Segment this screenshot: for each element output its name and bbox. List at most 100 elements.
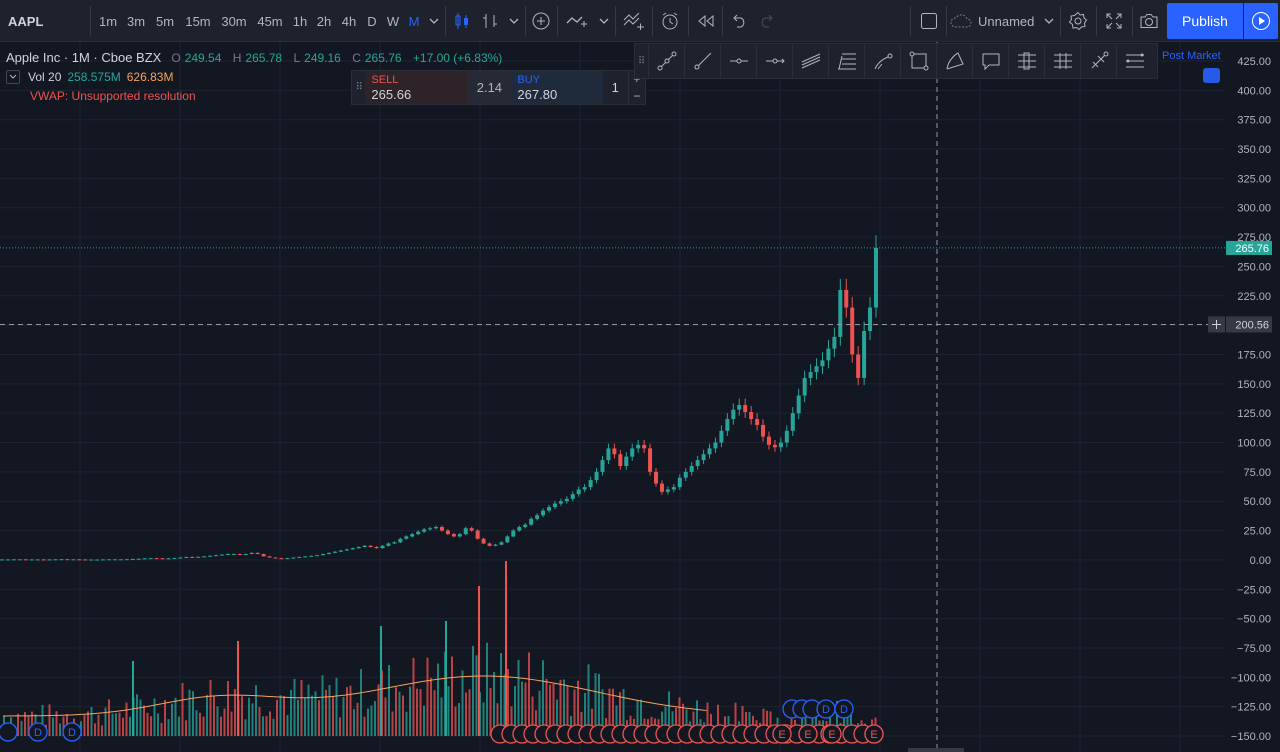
layout-name[interactable]: Unnamed xyxy=(950,0,1060,42)
camera-icon[interactable] xyxy=(1134,0,1164,42)
volume-bar xyxy=(234,689,236,736)
volume-bar xyxy=(150,716,152,736)
interval-5m[interactable]: 5m xyxy=(155,13,175,29)
chevron-down-icon[interactable] xyxy=(506,0,522,42)
add-icon[interactable] xyxy=(529,0,553,42)
publish-button[interactable]: Publish xyxy=(1167,3,1243,39)
lines-icon[interactable] xyxy=(1116,44,1152,78)
volume-bar xyxy=(356,702,359,736)
volume-bar xyxy=(48,704,51,736)
candle-body xyxy=(225,554,230,556)
candle-body xyxy=(321,554,326,556)
drag-handle-icon[interactable]: ⠿ xyxy=(355,82,363,93)
play-icon[interactable] xyxy=(1244,3,1278,39)
candle-body xyxy=(523,524,528,528)
interval-2h[interactable]: 2h xyxy=(316,13,332,29)
volume-bar xyxy=(601,689,604,736)
volume-bar xyxy=(157,713,159,736)
price-tick-label: −100.00 xyxy=(1231,672,1271,684)
collapse-icon[interactable] xyxy=(6,69,20,84)
ray-icon[interactable] xyxy=(684,44,720,78)
interval-w[interactable]: W xyxy=(386,13,400,29)
candle-body xyxy=(755,419,760,425)
parallel-channel-icon[interactable] xyxy=(792,44,828,78)
session-icon[interactable] xyxy=(1203,68,1220,83)
horizontal-line-icon[interactable] xyxy=(720,44,756,78)
volume-bar xyxy=(213,696,215,736)
volume-bar xyxy=(216,706,219,736)
volume-bar xyxy=(542,660,544,736)
interval-45m[interactable]: 45m xyxy=(257,13,283,29)
interval-m[interactable]: M xyxy=(408,13,420,29)
alert-icon[interactable] xyxy=(655,0,685,42)
replay-icon[interactable] xyxy=(691,0,721,42)
volume-bar xyxy=(237,641,239,736)
decrease-button[interactable]: − xyxy=(633,88,641,103)
candle-body xyxy=(790,413,795,431)
volume-bar xyxy=(640,699,642,736)
volume-bar xyxy=(430,677,432,736)
path-icon[interactable] xyxy=(936,44,972,78)
candle-body xyxy=(784,430,789,443)
interval-30m[interactable]: 30m xyxy=(221,13,247,29)
rectangle-icon[interactable] xyxy=(900,44,936,78)
vwap-status[interactable]: VWAP: Unsupported resolution xyxy=(30,88,196,103)
interval-d[interactable]: D xyxy=(367,13,377,29)
candle-body xyxy=(695,460,700,466)
chevron-down-icon[interactable] xyxy=(426,0,442,42)
volume-bar xyxy=(391,711,394,736)
candle-body xyxy=(689,466,694,472)
price-chart[interactable]: D D E E E ED D 425.00400.00375.00350.00325.003… xyxy=(0,42,1280,752)
volume-label[interactable]: Vol 20 xyxy=(28,69,62,84)
fork-icon[interactable] xyxy=(1008,44,1044,78)
volume-bar xyxy=(850,707,852,736)
candles-icon[interactable] xyxy=(450,0,474,42)
callout-icon[interactable] xyxy=(972,44,1008,78)
drag-handle-icon[interactable]: ⠿ xyxy=(637,55,646,67)
candle-body xyxy=(535,515,540,519)
symbol-search[interactable]: AAPL xyxy=(8,13,44,29)
bar-style-icon[interactable] xyxy=(479,0,501,42)
volume-bar xyxy=(801,710,803,736)
trend-line-icon[interactable] xyxy=(648,44,684,78)
volume-bar xyxy=(370,705,373,736)
horizontal-ray-icon[interactable] xyxy=(756,44,792,78)
candle-body xyxy=(0,559,4,561)
volume-bar xyxy=(325,689,327,736)
pitchfork-icon[interactable] xyxy=(1044,44,1080,78)
brush-icon[interactable] xyxy=(864,44,900,78)
sell-button[interactable]: SELL 265.66 xyxy=(365,71,468,104)
candle-body xyxy=(101,559,106,561)
interval-15m[interactable]: 15m xyxy=(185,13,211,29)
volume-bar xyxy=(622,688,625,736)
buy-button[interactable]: BUY 267.80 xyxy=(511,71,603,104)
volume-bar xyxy=(146,712,149,736)
volume-bar xyxy=(171,703,173,736)
interval-1h[interactable]: 1h xyxy=(292,13,308,29)
chevron-down-icon[interactable] xyxy=(596,0,612,42)
undo-icon[interactable] xyxy=(726,0,752,42)
interval-4h[interactable]: 4h xyxy=(341,13,357,29)
measure-icon[interactable] xyxy=(1080,44,1116,78)
volume-bar xyxy=(762,708,765,736)
candle-body xyxy=(208,555,213,557)
quantity-input[interactable]: 1 xyxy=(611,80,619,95)
post-market-label: Post Market xyxy=(1162,50,1221,62)
volume-bar xyxy=(587,664,590,736)
legend-title[interactable]: Apple Inc · 1M · Cboe BZX xyxy=(6,50,162,65)
interval-3m[interactable]: 3m xyxy=(126,13,146,29)
fib-retracement-icon[interactable] xyxy=(828,44,864,78)
indicators-icon[interactable] xyxy=(563,0,591,42)
redo-icon[interactable] xyxy=(754,0,780,42)
gear-icon[interactable] xyxy=(1063,0,1093,42)
increase-button[interactable]: + xyxy=(633,72,641,87)
volume-bar xyxy=(388,665,390,736)
candle-body xyxy=(184,556,189,558)
layout-icon[interactable] xyxy=(914,0,944,42)
candle-body xyxy=(261,554,266,557)
fullscreen-icon[interactable] xyxy=(1099,0,1129,42)
volume-bar xyxy=(409,686,411,736)
interval-1m[interactable]: 1m xyxy=(98,13,118,29)
templates-icon[interactable] xyxy=(619,0,649,42)
